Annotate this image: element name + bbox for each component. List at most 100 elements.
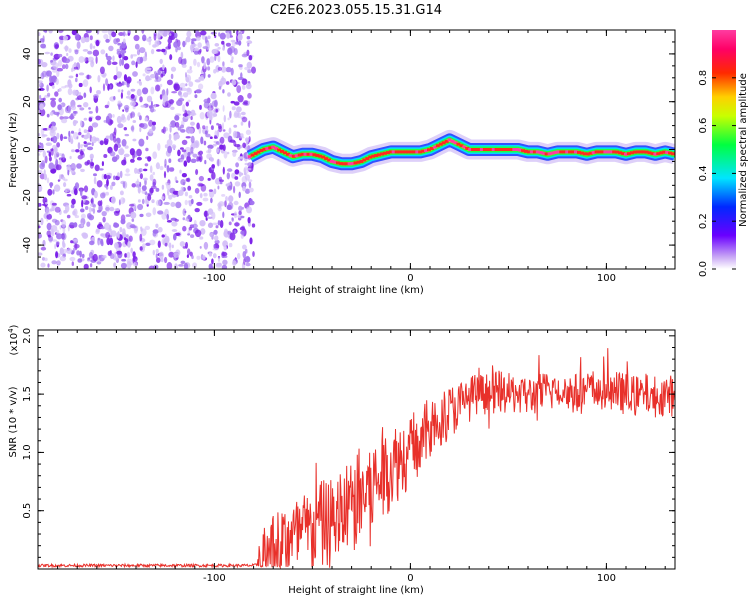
noise-dot [73, 222, 78, 228]
ridge-point [338, 162, 343, 166]
noise-dot [46, 113, 50, 118]
spectrogram-plot-area [38, 30, 675, 269]
noise-dot [114, 251, 117, 260]
noise-dot [218, 86, 222, 90]
noise-dot [95, 39, 100, 47]
noise-dot [152, 151, 158, 159]
noise-dot [168, 158, 172, 163]
noise-dot [98, 168, 104, 171]
noise-dot [199, 112, 205, 120]
noise-dot [225, 183, 229, 187]
noise-dot [219, 220, 224, 228]
noise-dot [213, 48, 219, 54]
noise-dot [81, 199, 84, 208]
noise-dot [197, 151, 200, 156]
noise-dot [124, 145, 129, 149]
noise-dot [238, 156, 245, 159]
ridge-point [512, 148, 517, 151]
noise-dot [109, 84, 112, 89]
noise-dot [115, 66, 118, 73]
noise-dot [95, 115, 102, 121]
noise-dot [92, 253, 98, 262]
noise-dot [61, 219, 67, 228]
noise-dot [187, 248, 191, 255]
ridge-point [588, 151, 593, 155]
noise-dot [95, 56, 98, 64]
noise-dot [129, 203, 135, 207]
noise-dot [80, 120, 83, 127]
ridge-core [247, 138, 675, 166]
noise-dot [83, 129, 88, 134]
noise-dot [183, 262, 189, 269]
noise-dot [81, 232, 88, 237]
noise-dot [230, 67, 234, 76]
ridge-point [582, 152, 587, 156]
noise-dot [185, 83, 188, 87]
noise-dot [105, 175, 111, 180]
noise-dot [47, 188, 53, 196]
noise-dot [161, 184, 165, 190]
noise-dot [68, 48, 72, 53]
noise-dot [89, 263, 93, 268]
noise-dot [97, 237, 101, 241]
noise-dot [45, 208, 50, 216]
noise-dot [134, 167, 138, 174]
noise-dot [50, 168, 57, 174]
noise-dot [50, 52, 53, 56]
ridge-point [509, 148, 514, 151]
noise-dot [127, 32, 130, 36]
noise-dot [59, 255, 66, 262]
noise-dot [224, 200, 227, 208]
noise-dot [229, 110, 232, 119]
noise-dot [207, 74, 211, 78]
noise-dot [122, 38, 126, 44]
noise-dot [46, 128, 52, 131]
noise-dot [109, 206, 115, 212]
noise-dot [182, 208, 187, 216]
ridge-point [280, 149, 284, 153]
noise-dot [69, 135, 74, 143]
ridge-point [615, 150, 620, 154]
ridge-point [550, 151, 555, 155]
ridge-point [618, 151, 623, 155]
noise-dot [229, 232, 236, 241]
noise-dot [116, 51, 122, 55]
noise-dot [126, 114, 131, 121]
noise-dot [179, 94, 183, 99]
ridge-point [606, 150, 611, 154]
noise-dot [122, 228, 126, 236]
noise-dot [84, 56, 87, 62]
noise-dot [119, 45, 123, 50]
noise-dot [82, 148, 85, 152]
ridge-point [318, 154, 323, 158]
noise-dot [145, 212, 152, 218]
noise-dot [150, 48, 155, 55]
noise-dot [130, 125, 135, 131]
noise-dot [40, 262, 46, 268]
noise-dot [66, 193, 72, 197]
ridge-point [321, 155, 326, 159]
noise-dot [192, 262, 198, 269]
noise-dot [102, 83, 106, 92]
noise-dot [83, 185, 89, 193]
noise-dot [222, 129, 226, 132]
ridge-point [665, 150, 670, 154]
noise-dot [236, 30, 239, 36]
noise-dot [215, 225, 219, 229]
noise-dot [128, 235, 133, 242]
noise-dot [197, 50, 202, 55]
noise-dot [58, 87, 62, 92]
noise-dot [170, 73, 174, 79]
ridge-point [327, 158, 332, 162]
noise-dot [207, 148, 212, 154]
noise-dot [75, 149, 80, 153]
noise-dot [187, 99, 191, 103]
noise-dot [98, 255, 101, 259]
noise-dot [181, 139, 188, 145]
noise-dot [159, 94, 163, 100]
noise-dot [231, 217, 234, 221]
noise-dot [106, 237, 111, 246]
noise-dot [48, 151, 52, 157]
ridge-point [359, 160, 364, 163]
snr-series-line [38, 348, 675, 569]
